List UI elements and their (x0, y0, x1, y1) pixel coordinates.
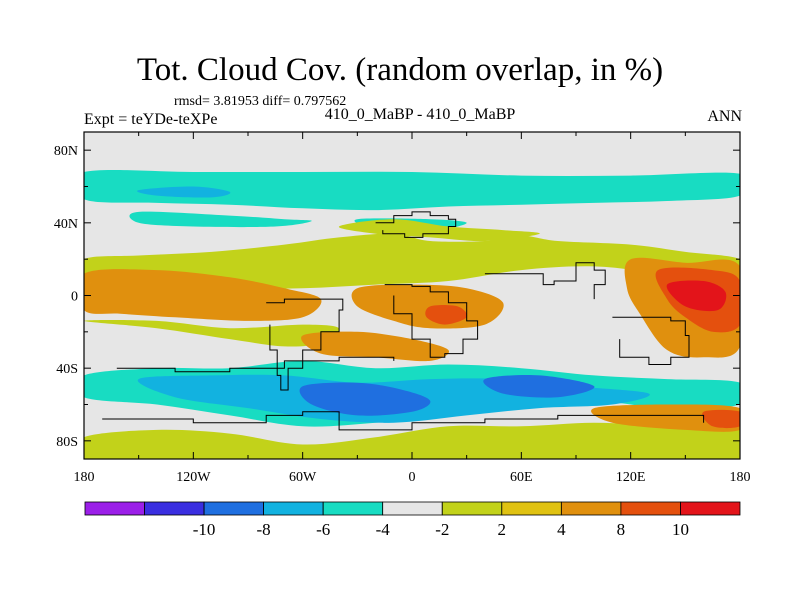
region-central-red-core (425, 305, 468, 325)
colorbar-swatch (382, 501, 443, 516)
colorbar-label: 10 (672, 520, 689, 539)
x-tick-label: 60W (289, 470, 317, 485)
region-south-pacific-blue (483, 375, 595, 398)
colorbar-swatch (84, 501, 145, 516)
y-tick-label: 80S (56, 435, 78, 450)
y-axis: 80N 40N 0 40S 80S (54, 144, 740, 450)
colorbar-label: -2 (435, 520, 449, 539)
colorbar-label: -10 (193, 520, 216, 539)
colorbar-label: 2 (498, 520, 507, 539)
x-axis: 180 120W 60W 0 60E 120E 180 (74, 132, 751, 485)
coastline-0 (375, 211, 457, 238)
colorbar: -10 -8 -6 -4 -2 2 4 8 10 (84, 501, 741, 539)
colorbar-swatch (322, 501, 384, 516)
region-north-yellow-belt (84, 233, 740, 289)
coastline-1 (384, 284, 479, 358)
x-tick-label: 180 (74, 470, 95, 485)
region-tropical-orange-west (84, 269, 322, 321)
region-polar-orange (591, 404, 740, 432)
season-label: ANN (707, 108, 742, 125)
colorbar-label: 8 (617, 520, 626, 539)
x-tick-label: 60E (510, 470, 533, 485)
coastline-4 (612, 316, 690, 365)
stats-text: rmsd= 3.81953 diff= 0.797562 (174, 94, 347, 109)
colorbar-swatch (203, 501, 265, 516)
colorbar-swatch (441, 501, 503, 516)
colorbar-swatch (620, 501, 681, 516)
colorbar-label: -4 (376, 520, 391, 539)
colorbar-swatch (680, 501, 741, 516)
colorbar-swatch (561, 501, 622, 516)
colorbar-swatch (144, 501, 205, 516)
region-north-cyan-band (84, 169, 740, 211)
colorbar-swatch (263, 501, 324, 516)
x-tick-label: 120E (616, 470, 646, 485)
y-tick-label: 80N (54, 144, 78, 159)
region-polar-red (702, 409, 740, 429)
comparison-label: 410_0_MaBP - 410_0_MaBP (324, 106, 516, 123)
region-north-pacific-cyan (129, 211, 312, 228)
coastline-6 (102, 411, 705, 431)
x-tick-label: 180 (730, 470, 751, 485)
coastline-3 (484, 262, 606, 300)
coastline-5 (116, 356, 395, 373)
region-tropical-yellow-south (84, 320, 340, 347)
coastlines (102, 211, 705, 431)
region-east-deep-red (666, 280, 727, 312)
y-tick-label: 0 (71, 290, 78, 305)
x-tick-label: 120W (176, 470, 211, 485)
region-north-blue-patch (137, 186, 231, 198)
y-tick-label: 40S (56, 362, 78, 377)
region-polar-yellow (84, 422, 740, 459)
y-tick-label: 40N (54, 217, 78, 232)
colorbar-label: -6 (316, 520, 330, 539)
colorbar-swatch (501, 501, 562, 516)
contour-fills (84, 169, 740, 459)
chart-title: Tot. Cloud Cov. (random overlap, in %) (136, 52, 664, 88)
coastline-2 (266, 298, 344, 391)
region-mid-latitude-yellow (338, 219, 540, 242)
colorbar-label: -8 (257, 520, 271, 539)
region-south-atlantic-orange (301, 331, 450, 362)
x-tick-label: 0 (409, 470, 416, 485)
region-southern-deep-blue (299, 382, 431, 416)
colorbar-label: 4 (557, 520, 566, 539)
experiment-label: Expt = teYDe-teXPe (84, 111, 218, 128)
